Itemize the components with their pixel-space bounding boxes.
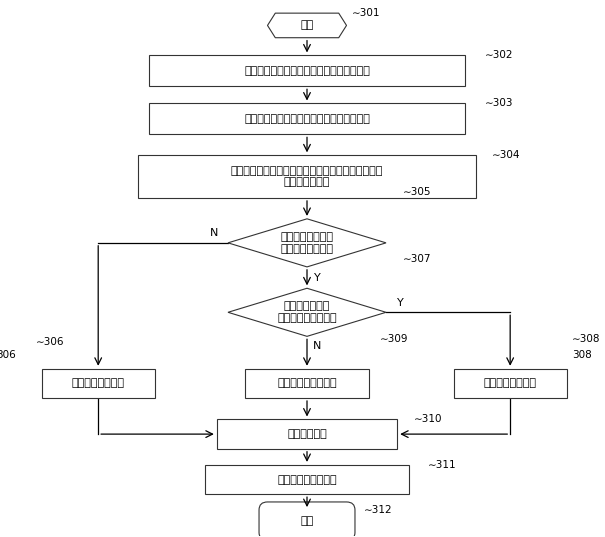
FancyBboxPatch shape (245, 369, 369, 398)
Text: ∼305: ∼305 (403, 187, 431, 197)
Text: ∼311: ∼311 (428, 460, 457, 470)
Text: ∼312: ∼312 (364, 505, 392, 515)
Text: 输出报警信号: 输出报警信号 (287, 429, 327, 439)
Text: 判定输送带严重跑偏: 判定输送带严重跑偏 (277, 379, 337, 388)
Text: ∼310: ∼310 (414, 415, 443, 424)
Text: 结束: 结束 (300, 516, 313, 526)
FancyBboxPatch shape (454, 369, 567, 398)
Polygon shape (267, 13, 347, 38)
Text: ∼302: ∼302 (485, 50, 513, 60)
Text: ∼301: ∼301 (352, 8, 381, 18)
Text: 306: 306 (0, 350, 16, 360)
Text: 从前景检测样本集中选取前景特征检测样本: 从前景检测样本集中选取前景特征检测样本 (244, 114, 370, 124)
Polygon shape (228, 288, 386, 336)
Text: ∼303: ∼303 (485, 98, 513, 108)
Text: 判定输送带未跑偏: 判定输送带未跑偏 (72, 379, 125, 388)
Text: 308: 308 (572, 350, 592, 360)
Text: ∼306: ∼306 (36, 337, 65, 347)
Text: ∼309: ∼309 (381, 335, 409, 344)
Polygon shape (228, 219, 386, 267)
FancyBboxPatch shape (259, 502, 355, 537)
Text: 保存输送带跑偏信息: 保存输送带跑偏信息 (277, 475, 337, 484)
FancyBboxPatch shape (149, 104, 465, 134)
Text: 存在大于第二设定
阈値的欧式距离？: 存在大于第二设定 阈値的欧式距离？ (281, 232, 333, 253)
Text: ∼308: ∼308 (572, 335, 601, 344)
FancyBboxPatch shape (217, 419, 397, 449)
Text: ∼304: ∼304 (492, 150, 521, 160)
Text: N: N (210, 228, 218, 238)
Text: 开始: 开始 (300, 20, 313, 31)
FancyBboxPatch shape (206, 465, 408, 494)
Text: 所有欧式距离均
小于第三设定阈値？: 所有欧式距离均 小于第三设定阈値？ (277, 301, 337, 323)
FancyBboxPatch shape (149, 55, 465, 86)
Text: ∼307: ∼307 (403, 254, 431, 264)
Text: 计算前景特征检测样本与对应位置处的前景特征分类
样本的欧式距离: 计算前景特征检测样本与对应位置处的前景特征分类 样本的欧式距离 (231, 166, 383, 187)
FancyBboxPatch shape (138, 155, 476, 198)
Text: 判定输送带微跑偏: 判定输送带微跑偏 (483, 379, 537, 388)
Text: Y: Y (314, 273, 321, 282)
Text: Y: Y (397, 297, 404, 308)
Text: N: N (313, 341, 321, 351)
Text: 从前景分类样本集中选取前景特征分类样本: 从前景分类样本集中选取前景特征分类样本 (244, 66, 370, 76)
FancyBboxPatch shape (42, 369, 155, 398)
